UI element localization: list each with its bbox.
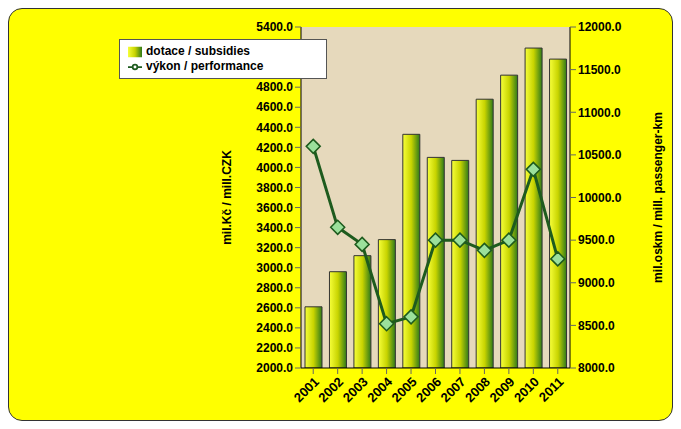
svg-text:mil.oskm / mill. passenger-km: mil.oskm / mill. passenger-km xyxy=(651,112,665,283)
svg-text:2800.0: 2800.0 xyxy=(256,281,293,295)
svg-text:2008: 2008 xyxy=(462,374,493,405)
svg-text:4400.0: 4400.0 xyxy=(256,121,293,135)
svg-text:4600.0: 4600.0 xyxy=(256,100,293,114)
svg-text:3400.0: 3400.0 xyxy=(256,221,293,235)
svg-text:8500.0: 8500.0 xyxy=(578,319,615,333)
svg-text:4000.0: 4000.0 xyxy=(256,161,293,175)
svg-text:3600.0: 3600.0 xyxy=(256,201,293,215)
svg-text:9500.0: 9500.0 xyxy=(578,233,615,247)
svg-text:2010: 2010 xyxy=(511,374,542,405)
svg-text:2006: 2006 xyxy=(413,374,444,405)
html-text:dotace / subsidies: dotace / subsidies xyxy=(146,44,250,58)
svg-text:2003: 2003 xyxy=(340,374,371,405)
svg-text:2004: 2004 xyxy=(364,373,396,405)
svg-text:2009: 2009 xyxy=(486,374,517,405)
svg-text:2600.0: 2600.0 xyxy=(256,301,293,315)
svg-text:mil.Kč / mill.CZK: mil.Kč / mill.CZK xyxy=(220,150,234,245)
svg-text:11000.0: 11000.0 xyxy=(578,106,621,120)
svg-text:3200.0: 3200.0 xyxy=(256,241,293,255)
svg-text:11500.0: 11500.0 xyxy=(578,63,621,77)
svg-text:2007: 2007 xyxy=(438,374,469,405)
svg-text:3800.0: 3800.0 xyxy=(256,181,293,195)
svg-text:12000.0: 12000.0 xyxy=(578,20,622,34)
svg-text:3000.0: 3000.0 xyxy=(256,261,293,275)
svg-text:10000.0: 10000.0 xyxy=(578,191,622,205)
svg-text:2400.0: 2400.0 xyxy=(256,321,293,335)
svg-text:2200.0: 2200.0 xyxy=(256,341,293,355)
svg-text:2000.0: 2000.0 xyxy=(256,361,293,375)
svg-text:2011: 2011 xyxy=(536,374,567,405)
svg-text:8000.0: 8000.0 xyxy=(578,361,615,375)
svg-text:5200.0: 5200.0 xyxy=(256,40,293,54)
svg-text:4800.0: 4800.0 xyxy=(256,80,293,94)
svg-text:5000.0: 5000.0 xyxy=(256,60,293,74)
svg-text:4200.0: 4200.0 xyxy=(256,141,293,155)
svg-text:5400.0: 5400.0 xyxy=(256,20,293,34)
svg-text:2005: 2005 xyxy=(389,374,420,405)
svg-text:9000.0: 9000.0 xyxy=(578,276,615,290)
html-text:výkon / performance: výkon / performance xyxy=(146,58,264,73)
svg-text:2001: 2001 xyxy=(291,374,322,405)
svg-text:10500.0: 10500.0 xyxy=(578,148,622,162)
svg-text:2002: 2002 xyxy=(315,374,346,405)
